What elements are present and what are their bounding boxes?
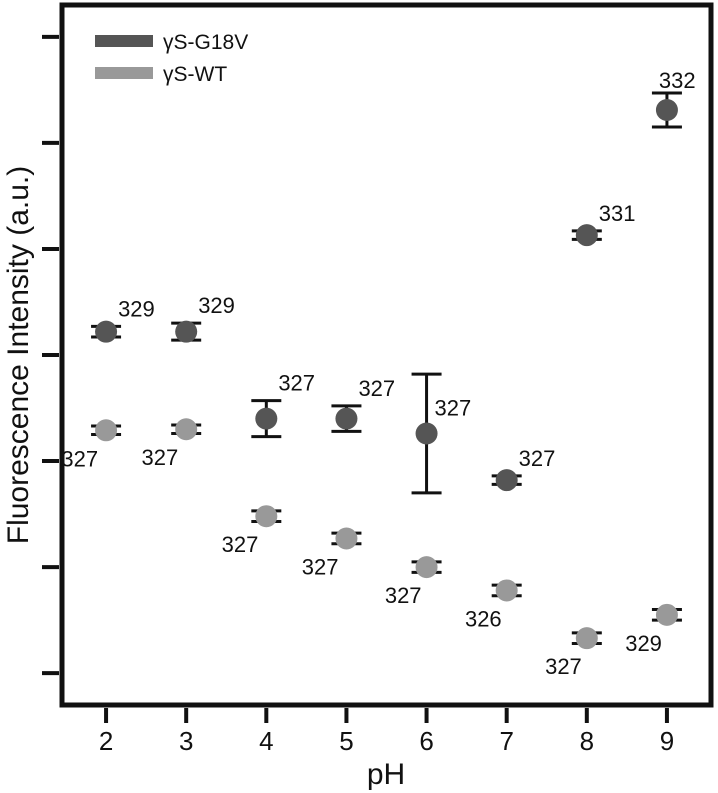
data-label: 327 (278, 371, 315, 396)
data-point (495, 469, 518, 492)
data-label: 327 (385, 583, 422, 608)
data-label: 327 (61, 446, 98, 471)
legend-swatch (95, 35, 153, 47)
x-tick-label: 5 (339, 726, 353, 756)
data-label: 329 (625, 631, 662, 656)
data-point (415, 422, 438, 445)
x-tick-label: 7 (499, 726, 513, 756)
data-point (415, 556, 438, 579)
data-label: 327 (358, 376, 395, 401)
data-label: 327 (141, 445, 178, 470)
x-tick-label: 8 (580, 726, 594, 756)
data-point (335, 527, 358, 550)
data-point (255, 407, 278, 430)
data-label: 331 (599, 201, 636, 226)
data-label: 327 (435, 395, 472, 420)
x-tick-label: 3 (179, 726, 193, 756)
data-point (335, 407, 358, 430)
data-label: 327 (545, 654, 582, 679)
x-tick-label: 2 (99, 726, 113, 756)
data-point (575, 627, 598, 650)
data-point (575, 224, 598, 247)
data-point (655, 603, 678, 626)
data-label: 332 (659, 68, 696, 93)
data-label: 327 (222, 532, 259, 557)
data-label: 326 (465, 606, 502, 631)
x-tick-label: 4 (259, 726, 273, 756)
x-tick-label: 6 (419, 726, 433, 756)
y-axis-label: Fluorescence Intensity (a.u.) (2, 166, 35, 545)
legend: γS-G18V γS-WT (95, 31, 248, 86)
plot-frame (59, 2, 714, 708)
x-axis-label: pH (367, 758, 405, 791)
data-point (95, 320, 118, 343)
data-label: 327 (302, 554, 339, 579)
legend-label: γS-G18V (163, 31, 248, 54)
data-point (175, 320, 198, 343)
legend-swatch (95, 67, 153, 79)
data-point (95, 419, 118, 442)
data-label: 329 (118, 296, 155, 321)
data-label: 327 (519, 446, 556, 471)
data-point (175, 418, 198, 441)
data-point (495, 579, 518, 602)
data-label: 329 (198, 293, 235, 318)
legend-label: γS-WT (163, 63, 227, 86)
data-point (255, 505, 278, 528)
x-tick-label: 9 (660, 726, 674, 756)
data-point (655, 99, 678, 121)
